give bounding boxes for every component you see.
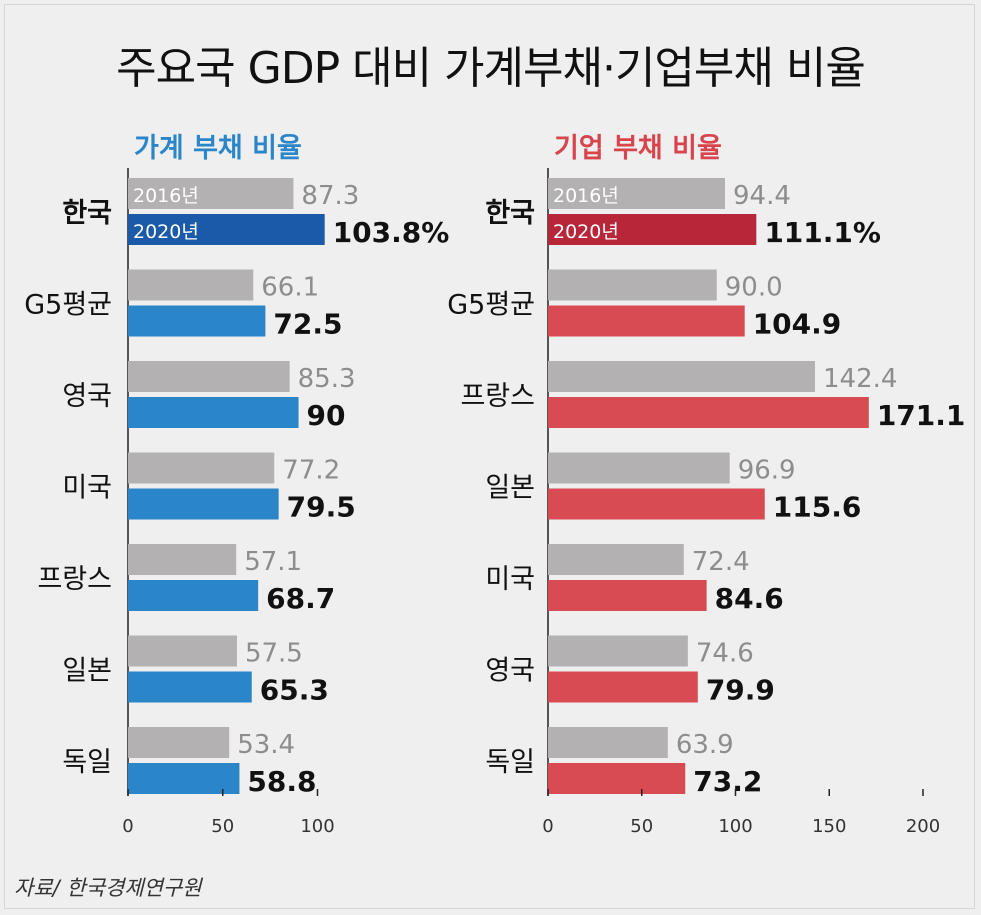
- chart-frame: [4, 4, 975, 909]
- chart-title: 주요국 GDP 대비 가계부채·기업부채 비율: [116, 43, 866, 94]
- corporate-legend-2020: 2020년: [553, 221, 619, 243]
- corporate-cat-0-name: 한국: [485, 198, 535, 229]
- household-cat-5-label-2016: 57.5: [245, 639, 303, 669]
- household-cat-4-bar-2020: [128, 580, 259, 611]
- household-cat-6-label-2016: 53.4: [237, 730, 295, 760]
- corporate-cat-6-name: 독일: [485, 747, 535, 778]
- corporate-cat-4-name: 미국: [485, 564, 535, 595]
- household-cat-0-bar-2016: [128, 178, 294, 209]
- corporate-cat-0-label-2016: 94.4: [733, 181, 791, 211]
- corporate-cat-1-bar-2016: [548, 269, 717, 301]
- household-subtitle: 가계 부채 비율: [134, 133, 302, 164]
- corporate-cat-4-label-2020: 84.6: [715, 582, 784, 615]
- corporate-cat-6-bar-2016: [548, 727, 668, 758]
- household-tick-label-2: 100: [300, 816, 334, 837]
- household-legend-2020: 2020년: [133, 221, 199, 243]
- household-cat-4-bar-2016: [128, 544, 237, 575]
- source-note: 자료/ 한국경제연구원: [14, 876, 202, 900]
- household-cat-6-name: 독일: [62, 747, 112, 778]
- corporate-cat-2-label-2020: 171.1: [877, 399, 966, 432]
- corporate-cat-3-bar-2020: [548, 488, 765, 520]
- household-cat-3-bar-2020: [128, 488, 279, 520]
- household-cat-1-bar-2020: [128, 305, 266, 337]
- household-cat-4-label-2016: 57.1: [244, 547, 302, 577]
- corporate-cat-6-label-2020: 73.2: [693, 765, 762, 798]
- household-cat-0-label-2020: 103.8%: [333, 216, 450, 249]
- household-cat-0-label-2016: 87.3: [301, 181, 359, 211]
- corporate-tick-label-4: 200: [906, 816, 940, 837]
- household-cat-2-name: 영국: [62, 381, 112, 412]
- corporate-cat-2-bar-2020: [548, 397, 869, 428]
- household-cat-5-label-2020: 65.3: [260, 674, 329, 707]
- corporate-tick-label-0: 0: [542, 816, 553, 837]
- corporate-cat-2-name: 프랑스: [460, 381, 535, 412]
- household-cat-1-label-2016: 66.1: [261, 273, 319, 303]
- corporate-cat-5-bar-2020: [548, 671, 698, 703]
- corporate-cat-1-label-2020: 104.9: [753, 308, 842, 341]
- household-cat-2-bar-2016: [128, 361, 290, 392]
- household-cat-6-bar-2016: [128, 727, 230, 758]
- household-cat-0-name: 한국: [62, 198, 112, 229]
- corporate-legend-2016: 2016년: [553, 185, 619, 207]
- corporate-subtitle: 기업 부채 비율: [554, 133, 722, 164]
- corporate-cat-5-label-2020: 79.9: [706, 674, 775, 707]
- corporate-cat-0-label-2020: 111.1%: [764, 216, 881, 249]
- household-cat-2-bar-2020: [128, 397, 299, 428]
- corporate-cat-1-bar-2020: [548, 305, 745, 337]
- corporate-cat-4-bar-2016: [548, 544, 684, 575]
- corporate-cat-6-bar-2020: [548, 763, 686, 794]
- corporate-cat-3-label-2016: 96.9: [738, 456, 796, 486]
- corporate-cat-0-bar-2016: [548, 178, 725, 209]
- household-cat-2-label-2020: 90: [307, 399, 346, 432]
- household-cat-0-bar-2020: [128, 214, 325, 245]
- corporate-cat-2-label-2016: 142.4: [823, 364, 897, 394]
- household-cat-2-label-2016: 85.3: [298, 364, 356, 394]
- corporate-tick-label-2: 100: [718, 816, 752, 837]
- corporate-cat-1-name: G5평균: [447, 290, 535, 321]
- corporate-tick-label-3: 150: [812, 816, 846, 837]
- corporate-tick-label-1: 50: [630, 816, 653, 837]
- corporate-cat-3-label-2020: 115.6: [773, 491, 862, 524]
- household-cat-5-name: 일본: [62, 656, 112, 687]
- household-cat-6-bar-2020: [128, 763, 240, 794]
- corporate-cat-5-name: 영국: [485, 656, 535, 687]
- corporate-cat-0-bar-2020: [548, 214, 757, 245]
- household-cat-1-label-2020: 72.5: [273, 308, 342, 341]
- corporate-cat-4-bar-2020: [548, 580, 707, 611]
- household-cat-6-label-2020: 58.8: [247, 765, 316, 798]
- household-cat-3-label-2020: 79.5: [287, 491, 356, 524]
- corporate-cat-4-label-2016: 72.4: [692, 547, 750, 577]
- corporate-cat-5-label-2016: 74.6: [696, 639, 754, 669]
- household-cat-4-name: 프랑스: [37, 564, 112, 595]
- household-cat-1-name: G5평균: [24, 290, 112, 321]
- household-cat-5-bar-2016: [128, 635, 237, 667]
- household-cat-3-bar-2016: [128, 452, 275, 484]
- household-cat-4-label-2020: 68.7: [266, 582, 335, 615]
- household-legend-2016: 2016년: [133, 185, 199, 207]
- corporate-cat-2-bar-2016: [548, 361, 815, 392]
- household-cat-5-bar-2020: [128, 671, 252, 703]
- household-cat-3-label-2016: 77.2: [282, 456, 340, 486]
- household-tick-label-0: 0: [122, 816, 133, 837]
- household-cat-1-bar-2016: [128, 269, 254, 301]
- corporate-cat-5-bar-2016: [548, 635, 688, 667]
- corporate-cat-1-label-2016: 90.0: [725, 273, 783, 303]
- household-tick-label-1: 50: [211, 816, 234, 837]
- corporate-cat-3-name: 일본: [485, 473, 535, 504]
- corporate-cat-3-bar-2016: [548, 452, 730, 484]
- corporate-cat-6-label-2016: 63.9: [676, 730, 734, 760]
- household-cat-3-name: 미국: [62, 473, 112, 504]
